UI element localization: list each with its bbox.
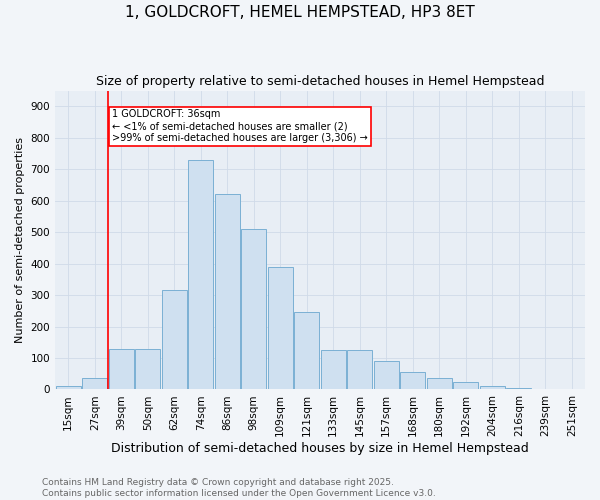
Bar [268,267,293,390]
Text: 1 GOLDCROFT: 36sqm
← <1% of semi-detached houses are smaller (2)
>99% of semi-de: 1 GOLDCROFT: 36sqm ← <1% of semi-detache… [112,110,368,142]
Bar [533,388,558,390]
Bar [427,378,452,390]
Bar [82,378,107,390]
Bar [453,382,478,390]
Bar [294,312,319,390]
Bar [506,388,532,390]
Bar [347,350,373,390]
Bar [241,229,266,390]
Bar [374,361,399,390]
Bar [479,386,505,390]
Bar [400,372,425,390]
Bar [56,386,81,390]
Bar [161,290,187,390]
Bar [320,350,346,390]
Text: Contains HM Land Registry data © Crown copyright and database right 2025.
Contai: Contains HM Land Registry data © Crown c… [42,478,436,498]
Bar [559,388,584,390]
X-axis label: Distribution of semi-detached houses by size in Hemel Hempstead: Distribution of semi-detached houses by … [111,442,529,455]
Bar [109,348,134,390]
Bar [188,160,214,390]
Y-axis label: Number of semi-detached properties: Number of semi-detached properties [15,137,25,343]
Text: 1, GOLDCROFT, HEMEL HEMPSTEAD, HP3 8ET: 1, GOLDCROFT, HEMEL HEMPSTEAD, HP3 8ET [125,5,475,20]
Title: Size of property relative to semi-detached houses in Hemel Hempstead: Size of property relative to semi-detach… [96,75,544,88]
Bar [135,348,160,390]
Bar [215,194,240,390]
